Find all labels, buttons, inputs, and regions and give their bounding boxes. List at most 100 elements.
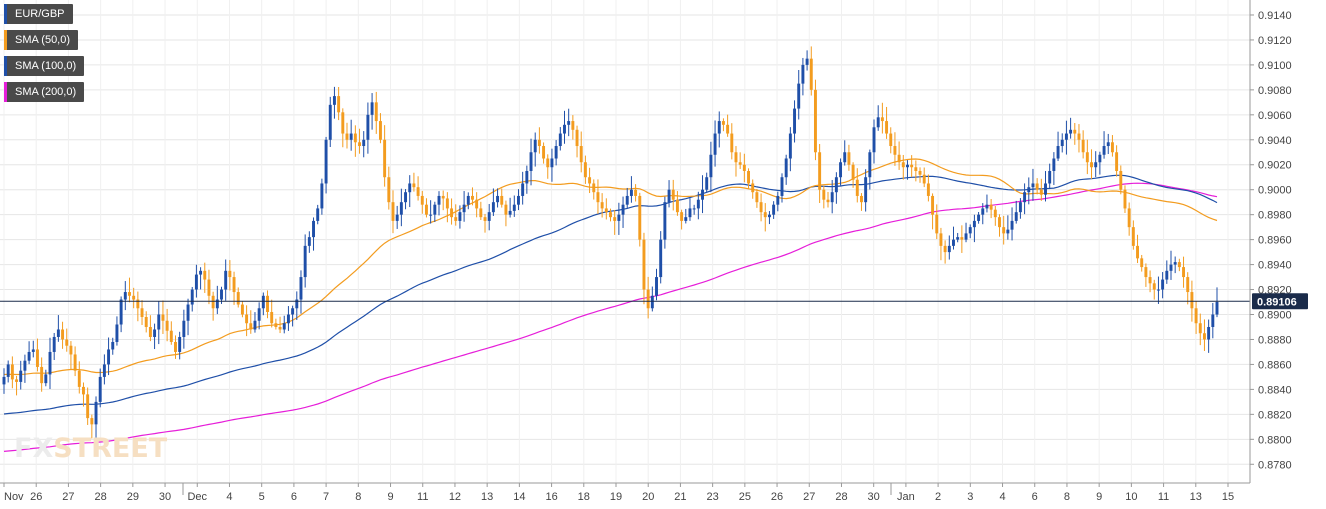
candle-body: [1027, 187, 1031, 193]
legend: EUR/GBP SMA (50,0) SMA (100,0) SMA (200,…: [4, 4, 85, 108]
candle-body: [1140, 258, 1144, 268]
candle-body: [1023, 192, 1027, 203]
x-tick-label: 28: [835, 491, 847, 503]
candle-body: [102, 364, 106, 377]
legend-label-sma50: SMA (50,0): [15, 34, 71, 46]
candle-body: [1056, 146, 1060, 159]
candle-body: [10, 364, 14, 380]
candle-body: [609, 212, 612, 218]
candle-body: [797, 83, 801, 109]
current-price-label: 0.89106: [1257, 296, 1297, 308]
x-tick-label: 8: [1064, 491, 1070, 503]
x-tick-label: 8: [355, 491, 361, 503]
x-tick-label: Nov: [4, 491, 24, 503]
candle-body: [35, 349, 39, 367]
candle-body: [1106, 142, 1110, 147]
candle-body: [1035, 183, 1039, 190]
candle-body: [822, 189, 826, 200]
candle-body: [115, 324, 119, 342]
candle-body: [450, 208, 454, 218]
candle-body: [667, 189, 671, 203]
candle-body: [345, 133, 349, 140]
candle-body: [153, 329, 157, 337]
candle-body: [286, 314, 290, 324]
candle-body: [479, 208, 483, 218]
candle-body: [767, 214, 771, 218]
candle-body: [207, 279, 211, 296]
candle-body: [855, 179, 859, 196]
candle-body: [1144, 267, 1148, 278]
candle-body: [1119, 170, 1123, 190]
candle-body: [274, 323, 278, 327]
x-tick-label: 12: [449, 491, 461, 503]
candle-body: [1039, 189, 1043, 195]
candle-body: [320, 183, 324, 209]
x-tick-label: 6: [1032, 491, 1038, 503]
legend-item-sma100[interactable]: SMA (100,0): [4, 56, 85, 76]
candle-body: [717, 121, 721, 134]
candle-body: [94, 401, 98, 425]
x-tick-label: 5: [259, 491, 265, 503]
candle-body: [956, 237, 960, 240]
candle-body: [19, 370, 23, 382]
x-tick-label: 16: [545, 491, 557, 503]
candle-body: [82, 386, 85, 395]
candle-body: [1198, 323, 1202, 334]
current-price-tag: 0.89106: [1252, 293, 1308, 310]
candle-body: [772, 204, 776, 215]
x-tick-label: 23: [707, 491, 719, 503]
x-tick-label: 15: [1222, 491, 1234, 503]
candle-body: [634, 189, 638, 196]
candle-body: [73, 354, 77, 371]
legend-item-sma200[interactable]: SMA (200,0): [4, 82, 85, 102]
candle-body: [885, 121, 889, 134]
candle-body: [512, 204, 516, 211]
candle-body: [337, 96, 341, 113]
fxstreet-logo: FXSTREET: [14, 433, 167, 464]
sma-200-group: [3, 182, 1218, 452]
candle-body: [148, 326, 152, 337]
candle-body: [236, 292, 240, 305]
candle-body: [1090, 162, 1093, 168]
y-tick-label: 0.8780: [1258, 459, 1292, 471]
candle-body: [332, 96, 336, 105]
logo-part-fx: FX: [14, 433, 54, 464]
candle-body: [1077, 133, 1081, 140]
candle-body: [968, 227, 972, 234]
candle-body: [395, 214, 399, 221]
candle-body: [249, 323, 253, 330]
x-tick-label: 4: [999, 491, 1005, 503]
candle-body: [567, 121, 571, 125]
candle-body: [261, 295, 265, 309]
candle-body: [588, 177, 592, 184]
candle-body: [203, 270, 207, 280]
candle-body: [228, 270, 232, 278]
legend-item-pair[interactable]: EUR/GBP: [4, 4, 73, 24]
candle-body: [2, 376, 6, 385]
candle-body: [1073, 129, 1077, 134]
candle-body: [186, 304, 190, 321]
candle-body: [998, 217, 1001, 228]
candle-body: [140, 308, 144, 318]
x-tick-label: 25: [739, 491, 751, 503]
sma-50-group: [3, 158, 1218, 376]
candle-body: [458, 212, 462, 221]
x-tick-label: 20: [642, 491, 654, 503]
x-tick-label: 9: [387, 491, 393, 503]
y-tick-label: 0.9100: [1258, 60, 1292, 72]
candle-body: [910, 164, 914, 168]
y-tick-label: 0.9040: [1258, 135, 1292, 147]
candle-body: [621, 204, 625, 215]
candle-body: [1064, 133, 1068, 140]
candle-body: [525, 170, 529, 184]
legend-item-sma50[interactable]: SMA (50,0): [4, 30, 79, 50]
candle-body: [826, 199, 830, 203]
candle-body: [738, 162, 742, 165]
candle-body: [358, 142, 361, 147]
x-tick-label: 29: [127, 491, 139, 503]
candle-body: [1031, 183, 1035, 188]
candle-body: [157, 314, 161, 330]
candle-body: [638, 195, 642, 240]
legend-swatch-sma200: [4, 82, 7, 102]
